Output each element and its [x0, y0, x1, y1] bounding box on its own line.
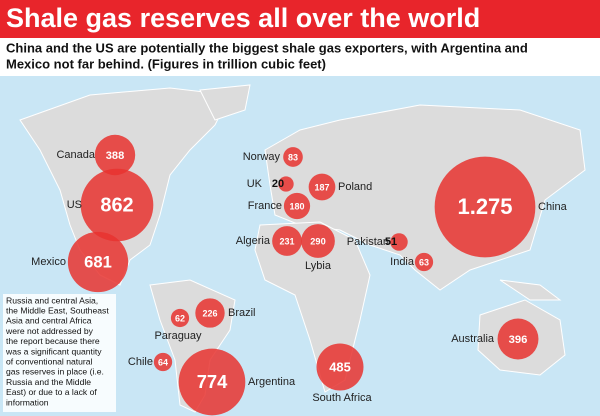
country-label: Poland: [338, 181, 372, 193]
subtitle: Mexico not far behind. (Figures in trill…: [6, 56, 326, 71]
note-line: the Middle East, Southeast: [6, 305, 109, 315]
title: Shale gas reserves all over the world: [6, 3, 480, 33]
reserve-bubble: [308, 173, 336, 201]
value-label: 180: [289, 201, 304, 211]
note-box: [3, 294, 116, 412]
country-label: China: [538, 201, 568, 213]
note-line: were not addressed by: [5, 326, 94, 336]
country-label: Argentina: [248, 376, 296, 388]
country-label: South Africa: [312, 392, 372, 404]
country-label: Lybia: [305, 260, 332, 272]
value-label: 64: [158, 357, 168, 367]
country-label: US: [67, 199, 82, 211]
reserve-bubble: [390, 233, 408, 251]
value-label: 63: [419, 257, 429, 267]
value-label: 51: [385, 236, 397, 248]
reserve-bubble: [178, 348, 246, 416]
note-line: was a significant quantity: [5, 346, 102, 356]
reserve-bubble: [301, 224, 335, 258]
value-label: 187: [314, 182, 329, 192]
reserve-bubble: [272, 226, 302, 256]
value-label: 62: [175, 313, 185, 323]
value-label: 231: [279, 236, 294, 246]
note-line: gas reserves in place (i.e.: [6, 367, 104, 377]
value-label: 290: [310, 236, 325, 246]
value-label: 681: [84, 252, 112, 271]
note-line: the report because there: [6, 336, 100, 346]
country-label: Mexico: [31, 256, 66, 268]
note-line: Russia and the Middle: [6, 377, 91, 387]
value-label: 226: [202, 308, 217, 318]
reserve-bubble: [316, 343, 364, 391]
note-line: East) or due to a lack of: [6, 387, 97, 397]
reserve-bubble: [497, 318, 539, 360]
reserve-bubble: [434, 156, 536, 258]
country-label: Brazil: [228, 307, 256, 319]
value-label: 83: [288, 152, 298, 162]
country-label: UK: [247, 178, 263, 190]
reserve-bubble: [80, 168, 154, 242]
note-line: of conventional natural: [6, 356, 93, 366]
reserve-bubble: [283, 147, 303, 167]
reserve-bubble: [153, 352, 173, 372]
country-label: Paraguay: [154, 330, 202, 342]
value-label: 1.275: [457, 194, 512, 219]
note-line: Russia and central Asia,: [6, 295, 98, 305]
country-label: Algeria: [236, 235, 271, 247]
country-label: Chile: [128, 356, 153, 368]
note-line: Asia and central Africa: [6, 316, 92, 326]
reserve-bubble: [170, 308, 190, 328]
value-label: 388: [106, 150, 125, 162]
country-label: Canada: [56, 149, 95, 161]
value-label: 396: [509, 334, 528, 346]
country-label: France: [248, 200, 282, 212]
value-label: 20: [272, 178, 284, 190]
reserve-bubble: [94, 134, 136, 176]
value-label: 485: [329, 359, 351, 374]
subtitle: China and the US are potentially the big…: [6, 40, 528, 55]
reserve-bubble: [283, 192, 311, 220]
reserve-bubble: [195, 298, 225, 328]
reserve-bubble: [67, 231, 129, 293]
value-label: 862: [100, 194, 133, 216]
country-label: Norway: [243, 151, 281, 163]
country-label: India: [390, 256, 415, 268]
note-line: information: [6, 397, 49, 407]
reserve-bubble: [278, 176, 294, 192]
country-label: Pakistan: [347, 236, 389, 248]
title-band: [0, 0, 600, 38]
country-label: Australia: [451, 333, 495, 345]
value-label: 774: [197, 371, 228, 392]
reserve-bubble: [414, 252, 434, 272]
